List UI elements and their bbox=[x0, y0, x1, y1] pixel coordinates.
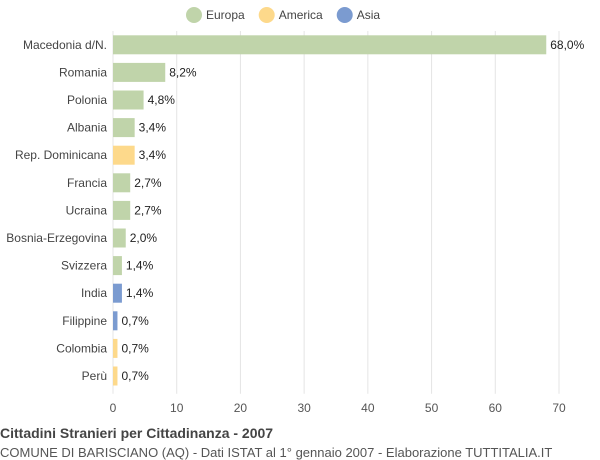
chart-title: Cittadini Stranieri per Cittadinanza - 2… bbox=[0, 425, 273, 441]
bar-per bbox=[113, 366, 118, 386]
category-label-svizzera: Svizzera bbox=[61, 259, 107, 273]
legend-marker-asia bbox=[336, 7, 353, 23]
value-label-romania: 8,2% bbox=[169, 65, 197, 79]
category-label-macedonia-d-n: Macedonia d/N. bbox=[23, 38, 107, 52]
category-label-rep-dominicana: Rep. Dominicana bbox=[15, 148, 107, 162]
value-labels: 68,0% 8,2% 4,8% 3,4% 3,4% 2,7% 2,7% 2,0% 1,4% 1,4… bbox=[121, 38, 584, 383]
legend-label-europa: Europa bbox=[206, 8, 245, 22]
category-label-francia: Francia bbox=[67, 176, 107, 190]
value-label-bosnia-erzegovina: 2,0% bbox=[130, 231, 158, 245]
bar-india bbox=[113, 283, 122, 303]
category-labels: Macedonia d/N. Romania Polonia Albania Rep. … bbox=[6, 38, 107, 383]
value-label-francia: 2,7% bbox=[134, 176, 162, 190]
x-tick-60: 60 bbox=[489, 401, 503, 415]
value-label-per: 0,7% bbox=[121, 369, 149, 383]
legend: Europa America Asia bbox=[186, 7, 380, 23]
value-label-ucraina: 2,7% bbox=[134, 203, 162, 217]
category-label-india: India bbox=[81, 286, 107, 300]
category-label-romania: Romania bbox=[59, 65, 107, 79]
category-label-albania: Albania bbox=[67, 121, 107, 135]
category-label-polonia: Polonia bbox=[67, 93, 107, 107]
x-tick-50: 50 bbox=[425, 401, 439, 415]
category-label-filippine: Filippine bbox=[62, 314, 107, 328]
bar-bosnia-erzegovina bbox=[113, 228, 126, 248]
bar-filippine bbox=[113, 311, 118, 331]
bar-francia bbox=[113, 173, 131, 193]
legend-label-asia: Asia bbox=[357, 8, 381, 22]
bar-albania bbox=[113, 118, 135, 138]
legend-marker-europa bbox=[186, 7, 202, 23]
bar-colombia bbox=[113, 338, 118, 358]
x-tick-0: 0 bbox=[110, 401, 117, 415]
bars bbox=[113, 35, 547, 386]
legend-marker-america bbox=[258, 7, 275, 23]
value-label-albania: 3,4% bbox=[139, 121, 167, 135]
bar-romania bbox=[113, 62, 166, 82]
category-label-ucraina: Ucraina bbox=[66, 203, 108, 217]
value-label-polonia: 4,8% bbox=[148, 93, 176, 107]
value-label-svizzera: 1,4% bbox=[126, 259, 154, 273]
category-label-bosnia-erzegovina: Bosnia-Erzegovina bbox=[6, 231, 107, 245]
bar-rep-dominicana bbox=[113, 145, 135, 165]
bar-macedonia-d-n bbox=[113, 35, 547, 55]
value-label-rep-dominicana: 3,4% bbox=[139, 148, 167, 162]
value-label-colombia: 0,7% bbox=[121, 341, 149, 355]
bar-ucraina bbox=[113, 200, 131, 220]
x-tick-40: 40 bbox=[361, 401, 375, 415]
legend-label-america: America bbox=[279, 8, 323, 22]
category-label-per: Perù bbox=[82, 369, 107, 383]
x-tick-30: 30 bbox=[297, 401, 311, 415]
chart-subtitle: COMUNE DI BARISCIANO (AQ) - Dati ISTAT a… bbox=[0, 445, 552, 460]
value-label-macedonia-d-n: 68,0% bbox=[550, 38, 584, 52]
x-tick-10: 10 bbox=[170, 401, 184, 415]
value-label-filippine: 0,7% bbox=[121, 314, 149, 328]
grid bbox=[112, 31, 560, 394]
x-tick-20: 20 bbox=[234, 401, 248, 415]
value-label-india: 1,4% bbox=[126, 286, 154, 300]
x-axis-ticks: 0 10 20 30 40 50 60 70 bbox=[110, 401, 566, 415]
bar-polonia bbox=[113, 90, 144, 110]
bar-svizzera bbox=[113, 256, 122, 276]
x-tick-70: 70 bbox=[552, 401, 566, 415]
category-label-colombia: Colombia bbox=[56, 341, 107, 355]
